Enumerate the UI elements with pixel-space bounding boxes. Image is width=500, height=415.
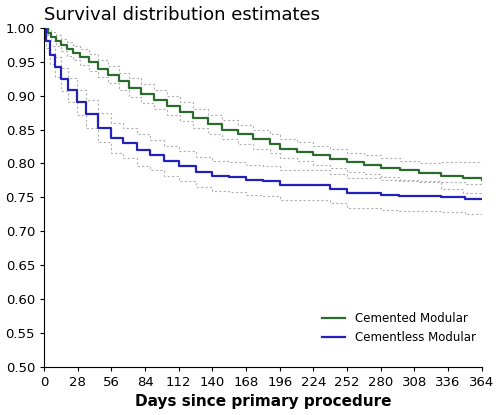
Text: Survival distribution estimates: Survival distribution estimates (44, 5, 320, 24)
X-axis label: Days since primary procedure: Days since primary procedure (134, 394, 391, 410)
Legend: Cemented Modular, Cementless Modular: Cemented Modular, Cementless Modular (322, 312, 476, 344)
